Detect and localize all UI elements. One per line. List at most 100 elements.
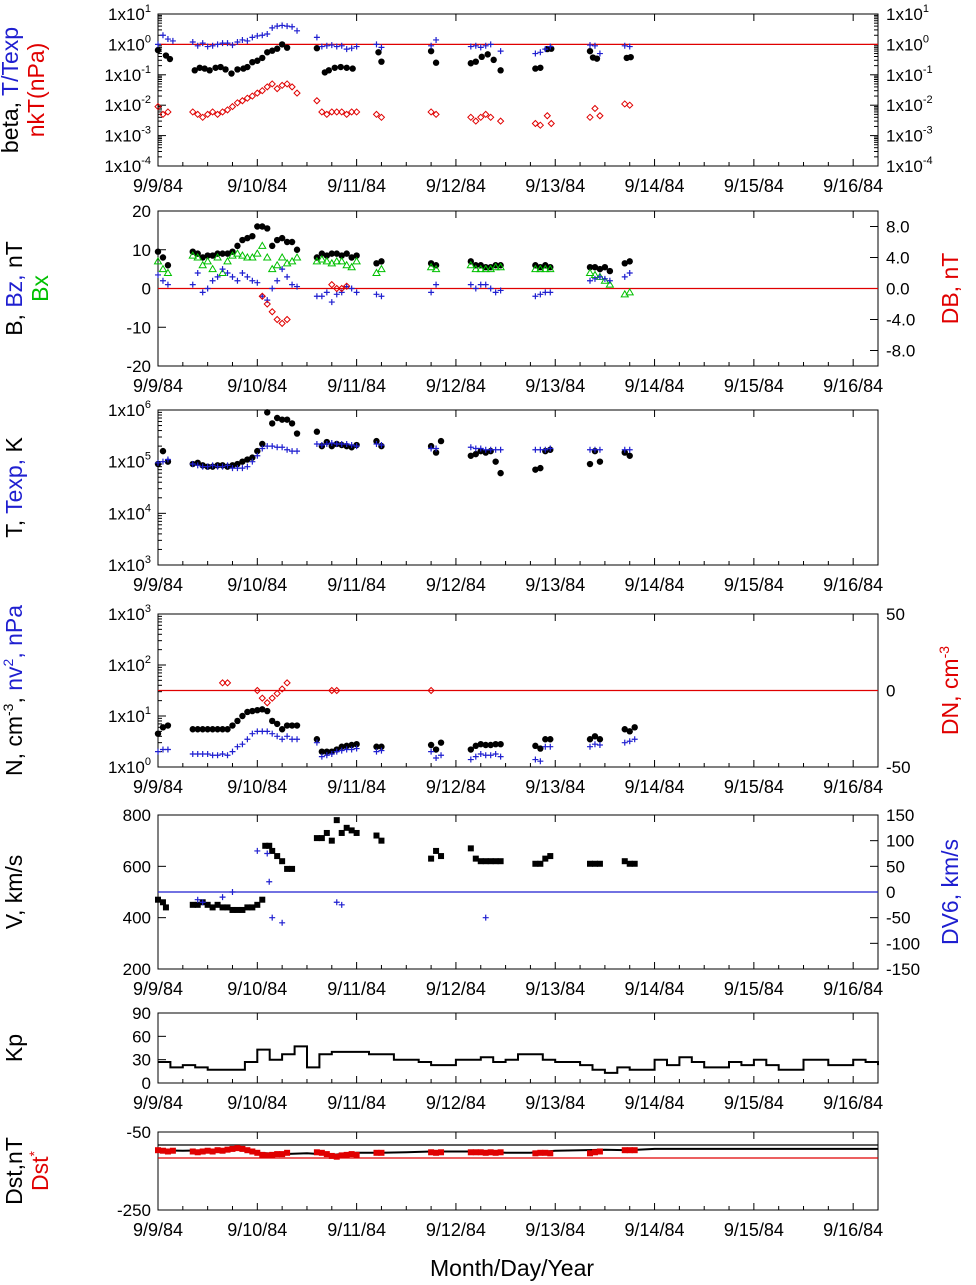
data-point <box>323 752 330 759</box>
x-tick-label: 9/10/84 <box>227 979 287 999</box>
data-point <box>477 445 484 452</box>
data-point <box>269 717 276 725</box>
data-point <box>621 726 628 733</box>
data-point <box>199 726 206 733</box>
data-point <box>338 284 346 293</box>
data-point <box>348 442 355 449</box>
data-point <box>481 264 491 273</box>
data-point <box>482 110 490 119</box>
data-point <box>333 43 340 50</box>
data-point <box>222 66 229 73</box>
data-point <box>269 24 276 31</box>
data-point <box>273 236 281 244</box>
data-point <box>204 1147 211 1154</box>
data-point <box>269 730 276 737</box>
data-point <box>532 65 539 72</box>
data-point <box>497 67 504 74</box>
data-point <box>626 728 633 735</box>
data-point <box>626 258 633 265</box>
data-point <box>537 64 544 71</box>
x-tick-label: 9/12/84 <box>426 376 486 396</box>
plot-frame <box>157 409 879 566</box>
data-point <box>432 449 440 456</box>
data-point <box>427 108 435 116</box>
y-tick-label: 90 <box>132 1004 151 1023</box>
data-point <box>194 896 201 903</box>
data-point <box>433 755 440 762</box>
data-point <box>248 92 257 100</box>
data-point <box>244 37 251 44</box>
data-point <box>234 717 241 725</box>
data-point <box>154 730 162 737</box>
data-point <box>591 42 598 49</box>
data-point <box>263 300 271 308</box>
data-point <box>492 740 499 748</box>
data-point <box>537 291 544 298</box>
data-point <box>328 108 336 116</box>
y-tick-label: -20 <box>126 357 151 376</box>
data-point <box>542 736 549 743</box>
data-point <box>273 315 281 324</box>
data-point <box>229 722 236 729</box>
data-point <box>254 706 261 714</box>
data-point <box>283 315 291 324</box>
data-point <box>378 258 385 265</box>
data-point <box>540 264 550 273</box>
x-tick-label: 9/15/84 <box>724 575 784 595</box>
data-point <box>243 253 252 261</box>
data-point <box>263 83 271 91</box>
data-point <box>477 44 484 51</box>
data-point <box>348 746 355 753</box>
data-point <box>547 445 554 452</box>
right-tick-label: 0.0 <box>886 280 910 299</box>
data-point <box>234 743 241 750</box>
data-point <box>278 416 286 423</box>
data-point <box>373 41 380 48</box>
data-point <box>154 46 162 54</box>
data-point <box>213 253 222 261</box>
data-point <box>199 40 206 47</box>
x-tick-label: 9/12/84 <box>426 575 486 595</box>
data-point <box>313 835 320 842</box>
data-point <box>159 254 167 261</box>
data-point <box>264 409 271 416</box>
data-point <box>467 444 474 451</box>
data-point <box>606 267 614 275</box>
data-point <box>283 416 291 423</box>
data-point <box>164 36 171 43</box>
data-point <box>626 452 633 459</box>
data-point <box>264 707 271 715</box>
right-tick-label: -50 <box>886 909 911 928</box>
data-point <box>377 264 386 273</box>
data-point <box>323 42 330 49</box>
data-point <box>318 753 325 760</box>
data-point <box>492 750 499 757</box>
right-tick-label: 4.0 <box>886 249 910 268</box>
data-point <box>353 443 360 450</box>
data-point <box>224 462 231 469</box>
data-point <box>496 262 505 271</box>
x-tick-label: 9/15/84 <box>724 777 784 797</box>
x-tick-label: 9/13/84 <box>525 777 585 797</box>
data-point <box>626 738 633 745</box>
data-point <box>472 117 480 125</box>
data-point <box>543 112 552 120</box>
data-point <box>547 43 554 50</box>
data-point <box>219 266 226 273</box>
data-point <box>372 110 381 119</box>
data-point <box>243 94 252 102</box>
data-point <box>432 746 440 753</box>
data-point <box>259 32 266 39</box>
data-point <box>164 722 172 729</box>
x-tick-label: 9/15/84 <box>724 1220 784 1240</box>
data-point <box>353 745 360 752</box>
data-point <box>333 291 340 298</box>
data-point <box>343 250 350 257</box>
data-point <box>497 740 504 748</box>
right-tick-label: -100 <box>886 934 920 953</box>
data-point <box>467 1149 474 1156</box>
data-point <box>274 853 281 860</box>
data-point <box>244 63 251 71</box>
data-point <box>585 268 595 276</box>
data-point <box>338 42 345 49</box>
